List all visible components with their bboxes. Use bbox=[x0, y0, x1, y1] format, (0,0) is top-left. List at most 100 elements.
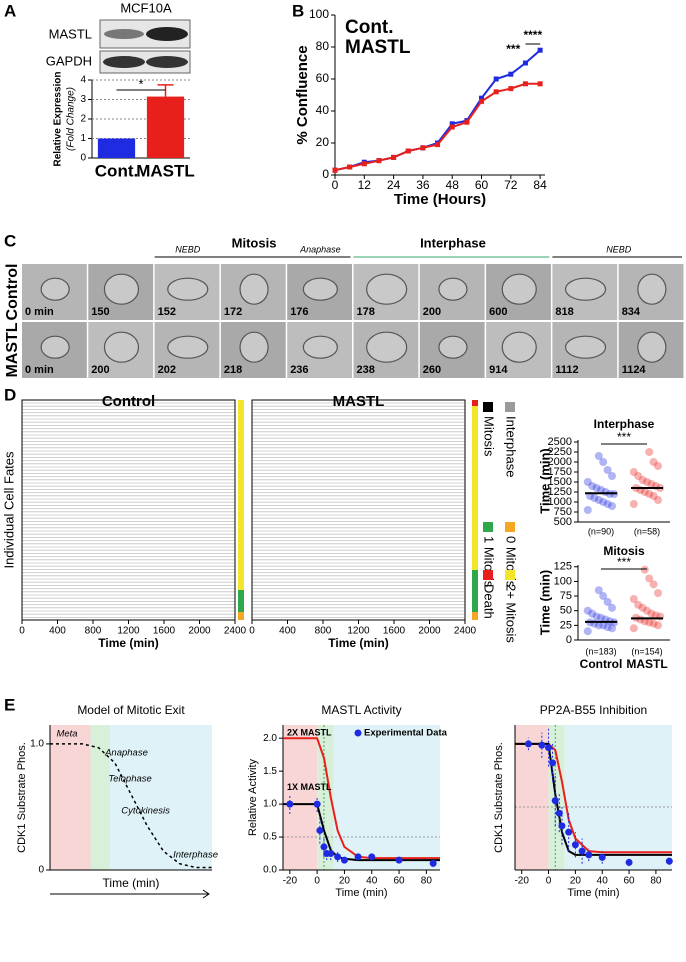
time-label: 172 bbox=[224, 306, 242, 318]
data-point bbox=[599, 592, 608, 601]
data-point bbox=[578, 847, 586, 855]
data-point bbox=[592, 612, 601, 621]
y-axis-label: CDK1 Substrate Phos. bbox=[493, 742, 505, 853]
annotation: **** bbox=[523, 28, 542, 42]
fate-bar bbox=[472, 406, 478, 570]
x-tick-label: 20 bbox=[570, 876, 582, 887]
phase-label: Mitosis bbox=[232, 235, 277, 250]
data-point bbox=[583, 606, 592, 615]
time-label: 0 min bbox=[25, 306, 54, 318]
series-line bbox=[334, 49, 541, 172]
marker bbox=[464, 119, 470, 125]
row-label: Control bbox=[4, 264, 21, 321]
data-point bbox=[599, 458, 608, 466]
data-point bbox=[599, 498, 608, 506]
cell bbox=[40, 277, 70, 301]
data-point bbox=[645, 490, 654, 498]
x-tick-label: 60 bbox=[623, 876, 635, 887]
data-point bbox=[545, 744, 553, 752]
series-line bbox=[334, 82, 541, 172]
time-label: 178 bbox=[357, 306, 375, 318]
time-label: 202 bbox=[158, 364, 176, 376]
raster-frame bbox=[21, 399, 236, 621]
marker bbox=[522, 81, 528, 87]
data-point bbox=[603, 597, 612, 606]
x-tick-label: 2400 bbox=[224, 626, 247, 637]
time-label: 834 bbox=[622, 306, 641, 318]
annotation: Telophase bbox=[108, 774, 152, 785]
x-tick-label: 1600 bbox=[383, 626, 406, 637]
annotation: Cytokinesis bbox=[121, 805, 170, 816]
x-tick-label: 2400 bbox=[454, 626, 477, 637]
blot-label: GAPDH bbox=[46, 53, 92, 68]
data-point bbox=[340, 856, 348, 864]
marker bbox=[347, 164, 353, 170]
data-point bbox=[608, 603, 616, 612]
cell bbox=[40, 335, 70, 359]
y-tick-label: 75 bbox=[560, 590, 572, 602]
significance: * bbox=[138, 76, 143, 91]
marker bbox=[420, 145, 426, 151]
y-tick-label: 1000 bbox=[548, 496, 572, 508]
y-tick-label: 1750 bbox=[548, 466, 572, 478]
cell bbox=[302, 277, 338, 301]
data-point bbox=[608, 502, 616, 510]
data-point bbox=[594, 621, 603, 630]
phase-label: Interphase bbox=[420, 235, 486, 250]
phase-shade bbox=[50, 725, 91, 870]
y-tick-label: 4 bbox=[80, 75, 86, 86]
cell bbox=[239, 273, 269, 305]
x-tick-label: 800 bbox=[315, 626, 332, 637]
data-point bbox=[643, 606, 651, 615]
marker bbox=[508, 86, 514, 92]
data-point bbox=[608, 472, 616, 480]
x-tick-label: 36 bbox=[416, 178, 430, 192]
legend-swatch bbox=[505, 402, 515, 412]
y-tick-label: 2000 bbox=[548, 456, 572, 468]
cell-line: MCF10A bbox=[120, 0, 172, 15]
data-point bbox=[629, 594, 638, 603]
cell bbox=[438, 277, 468, 301]
x-axis-label: Time (min) bbox=[335, 887, 387, 899]
phase-shade bbox=[515, 725, 549, 870]
x-tick-label: 400 bbox=[279, 626, 296, 637]
fate-bar bbox=[238, 590, 244, 612]
time-label: 200 bbox=[91, 364, 109, 376]
x-tick-label: 12 bbox=[358, 178, 372, 192]
n-label: (n=58) bbox=[634, 526, 660, 536]
data-point bbox=[645, 574, 654, 583]
x-tick-label: 800 bbox=[85, 626, 102, 637]
x-axis-label: Time (Hours) bbox=[394, 191, 486, 208]
data-point bbox=[597, 486, 605, 494]
data-point bbox=[649, 580, 658, 589]
time-label: 260 bbox=[423, 364, 441, 376]
marker bbox=[537, 81, 543, 87]
y-tick-label: 1500 bbox=[548, 476, 572, 488]
y-tick-label: 25 bbox=[560, 619, 572, 631]
data-point bbox=[590, 494, 599, 502]
series-line bbox=[283, 803, 440, 862]
data-point bbox=[654, 462, 662, 470]
phase-shade bbox=[317, 725, 334, 870]
marker bbox=[493, 89, 499, 95]
data-point bbox=[313, 800, 321, 808]
y-axis-label: Time (min) bbox=[537, 570, 552, 636]
legend-label: Interphase bbox=[504, 416, 519, 477]
data-point bbox=[640, 488, 649, 496]
marker bbox=[376, 158, 382, 164]
data-point bbox=[649, 492, 658, 500]
data-point bbox=[654, 589, 662, 598]
x-tick-label: 1200 bbox=[117, 626, 140, 637]
data-point bbox=[603, 623, 612, 632]
panel-label: E bbox=[4, 695, 15, 714]
x-tick-label: 2000 bbox=[188, 626, 211, 637]
data-point bbox=[551, 797, 559, 805]
data-point bbox=[649, 458, 658, 466]
time-label: 1124 bbox=[622, 364, 647, 376]
y-tick-label: 1.0 bbox=[263, 799, 277, 810]
marker bbox=[361, 161, 367, 167]
data-point bbox=[629, 624, 638, 633]
marker bbox=[493, 76, 499, 82]
marker bbox=[332, 167, 338, 173]
data-point bbox=[638, 476, 647, 484]
